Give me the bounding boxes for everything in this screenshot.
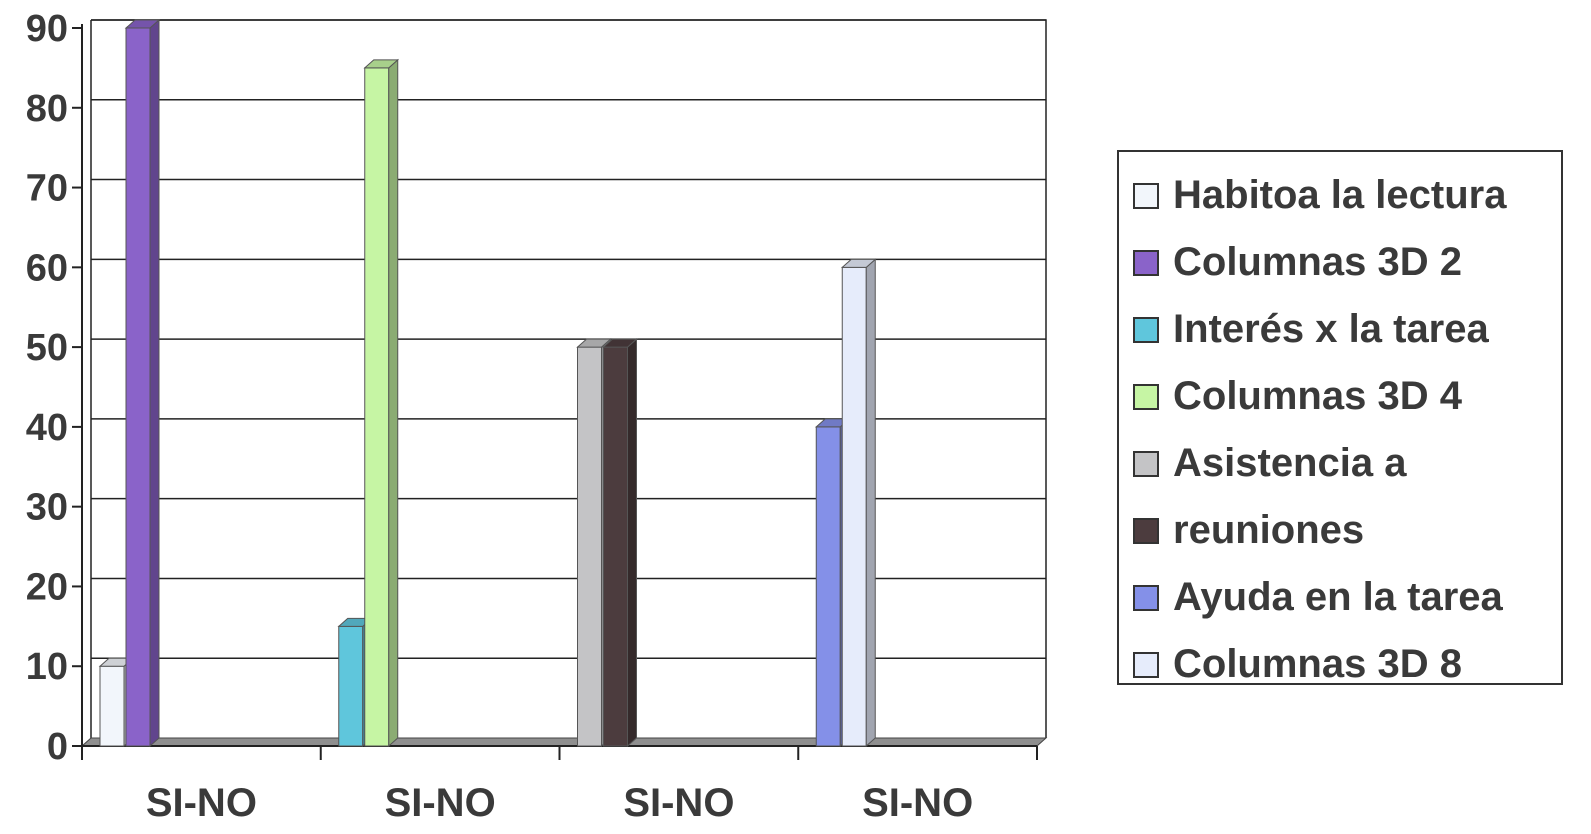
- legend-swatch: [1133, 517, 1159, 544]
- legend-item: Ayuda en la tarea: [1133, 564, 1561, 631]
- legend-swatch: [1133, 316, 1159, 343]
- bar: [840, 258, 877, 748]
- legend-swatch: [1133, 249, 1159, 276]
- legend-item: Habitoa la lectura: [1133, 162, 1561, 229]
- y-tick-label: 40: [26, 407, 68, 449]
- legend-swatch: [1133, 651, 1159, 678]
- x-tick-label: SI-NO: [385, 781, 496, 825]
- y-tick-label: 20: [26, 566, 68, 608]
- y-tick-label: 80: [26, 88, 68, 130]
- legend-item: Interés x la tarea: [1133, 296, 1561, 363]
- plot-frame: [91, 19, 1047, 738]
- x-tick-label: SI-NO: [146, 781, 257, 825]
- y-tick-label: 30: [26, 487, 68, 529]
- legend-swatch: [1133, 383, 1159, 410]
- legend-swatch: [1133, 450, 1159, 477]
- x-tick-label: SI-NO: [623, 781, 734, 825]
- y-tick-label: 0: [47, 726, 68, 768]
- legend-label: reuniones: [1173, 508, 1365, 552]
- legend-item: Asistencia a: [1133, 430, 1561, 497]
- legend-label: Columnas 3D 4: [1173, 374, 1462, 418]
- x-tick-label: SI-NO: [862, 781, 973, 825]
- legend-label: Columnas 3D 8: [1173, 642, 1462, 686]
- legend-label: Habitoa la lectura: [1173, 173, 1507, 217]
- tick-labels: 0 10 20 30 40 50 60 70 80 90 SI-NO SI-NO SI-NO SI-NO: [26, 8, 973, 825]
- y-tick-label: 70: [26, 168, 68, 210]
- y-tick-label: 90: [26, 8, 68, 50]
- legend-swatch: [1133, 584, 1159, 611]
- legend-label: Columnas 3D 2: [1173, 240, 1462, 284]
- legend-item: Columnas 3D 2: [1133, 229, 1561, 296]
- legend-item: reuniones: [1133, 497, 1561, 564]
- bar: [363, 58, 400, 748]
- y-tick-label: 50: [26, 327, 68, 369]
- legend-label: Ayuda en la tarea: [1173, 575, 1503, 619]
- legend-item: Columnas 3D 8: [1133, 631, 1561, 698]
- chart-floor: [80, 737, 1048, 747]
- legend: Habitoa la lectura Columnas 3D 2 Interés x…: [1117, 150, 1563, 686]
- y-tick-label: 60: [26, 247, 68, 289]
- bars: [98, 18, 877, 748]
- bar: [602, 337, 638, 748]
- grid-lines: [80, 19, 1048, 747]
- axes: [72, 24, 1038, 760]
- legend-item: Columnas 3D 4: [1133, 363, 1561, 430]
- legend-label: Interés x la tarea: [1173, 307, 1489, 351]
- y-tick-label: 10: [26, 646, 68, 688]
- legend-label: Asistencia a: [1173, 441, 1407, 485]
- legend-swatch: [1133, 182, 1159, 209]
- bar: [124, 18, 161, 748]
